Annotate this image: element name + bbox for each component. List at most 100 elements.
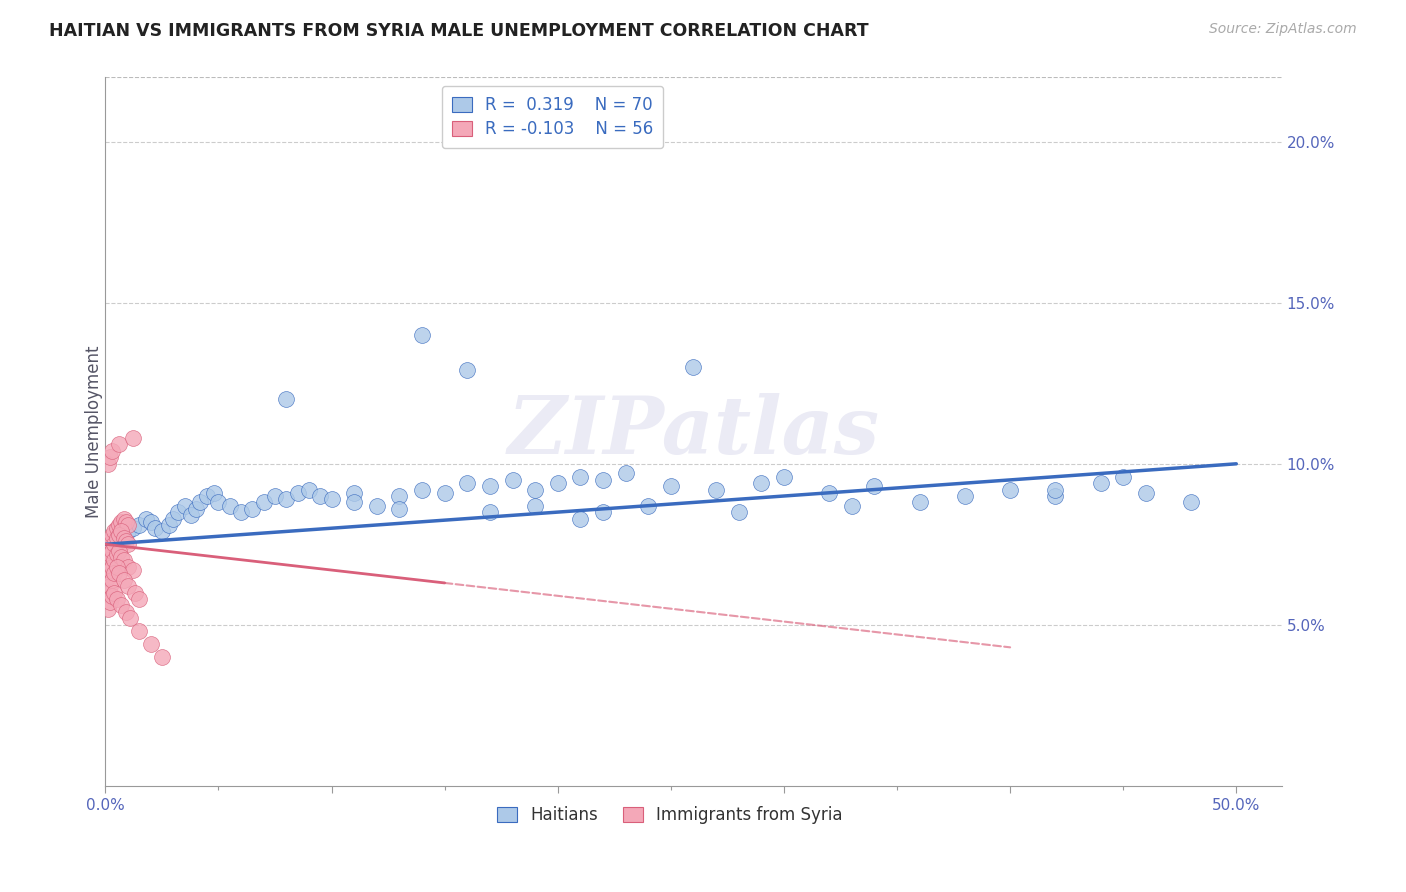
Y-axis label: Male Unemployment: Male Unemployment <box>86 345 103 518</box>
Point <box>524 483 547 497</box>
Point <box>998 483 1021 497</box>
Point <box>98 579 121 593</box>
Point <box>478 505 501 519</box>
Point <box>150 524 173 539</box>
Point <box>105 531 128 545</box>
Point <box>276 492 298 507</box>
Point <box>253 495 276 509</box>
Point <box>218 499 240 513</box>
Point <box>264 489 287 503</box>
Point <box>110 524 132 539</box>
Point <box>139 515 162 529</box>
Point <box>682 360 704 375</box>
Point <box>659 479 682 493</box>
Point <box>614 467 637 481</box>
Point <box>727 505 749 519</box>
Point <box>121 431 143 445</box>
Point <box>124 585 146 599</box>
Point <box>321 492 343 507</box>
Point <box>207 495 229 509</box>
Point <box>128 624 150 639</box>
Point <box>1090 476 1112 491</box>
Point <box>110 550 132 565</box>
Point <box>749 476 772 491</box>
Point <box>103 553 125 567</box>
Point <box>309 489 332 503</box>
Point <box>229 505 252 519</box>
Point <box>110 515 132 529</box>
Point <box>592 505 614 519</box>
Point <box>524 499 547 513</box>
Point <box>190 495 212 509</box>
Point <box>101 527 124 541</box>
Point <box>105 521 128 535</box>
Point <box>202 485 225 500</box>
Point <box>502 473 524 487</box>
Point <box>97 457 120 471</box>
Point <box>150 650 173 665</box>
Point <box>184 502 207 516</box>
Point <box>287 485 309 500</box>
Point <box>97 585 120 599</box>
Point <box>704 483 727 497</box>
Point <box>1112 469 1135 483</box>
Point <box>242 502 264 516</box>
Point <box>117 559 139 574</box>
Point <box>128 592 150 607</box>
Point <box>569 511 592 525</box>
Point <box>388 489 411 503</box>
Point <box>103 566 125 581</box>
Point <box>105 537 128 551</box>
Point <box>456 476 478 491</box>
Point <box>105 559 128 574</box>
Point <box>108 437 131 451</box>
Point <box>108 518 131 533</box>
Point <box>97 537 120 551</box>
Point <box>366 499 388 513</box>
Point <box>128 518 150 533</box>
Point <box>139 637 162 651</box>
Point <box>98 534 121 549</box>
Point <box>105 547 128 561</box>
Point <box>157 518 180 533</box>
Point <box>114 605 136 619</box>
Legend: Haitians, Immigrants from Syria: Haitians, Immigrants from Syria <box>486 797 853 834</box>
Point <box>112 573 135 587</box>
Point <box>180 508 202 523</box>
Point <box>117 537 139 551</box>
Point <box>121 521 143 535</box>
Point <box>108 543 131 558</box>
Point <box>97 553 120 567</box>
Point <box>1045 489 1067 503</box>
Point <box>114 515 136 529</box>
Point <box>103 585 125 599</box>
Point <box>195 489 218 503</box>
Point <box>547 476 569 491</box>
Point <box>818 485 841 500</box>
Point <box>1135 485 1157 500</box>
Point <box>388 502 411 516</box>
Point <box>841 499 863 513</box>
Point <box>101 559 124 574</box>
Point <box>97 569 120 583</box>
Point <box>103 537 125 551</box>
Point <box>162 511 184 525</box>
Point <box>101 444 124 458</box>
Point <box>456 363 478 377</box>
Point <box>166 505 188 519</box>
Text: ZIPatlas: ZIPatlas <box>508 392 880 470</box>
Point <box>637 499 659 513</box>
Point <box>112 553 135 567</box>
Point <box>173 499 195 513</box>
Point <box>98 450 121 465</box>
Point <box>112 531 135 545</box>
Point <box>569 469 592 483</box>
Point <box>120 611 142 625</box>
Point <box>110 599 132 613</box>
Point <box>117 518 139 533</box>
Point <box>411 328 433 343</box>
Point <box>343 495 366 509</box>
Point <box>101 543 124 558</box>
Point <box>773 469 796 483</box>
Point <box>98 563 121 577</box>
